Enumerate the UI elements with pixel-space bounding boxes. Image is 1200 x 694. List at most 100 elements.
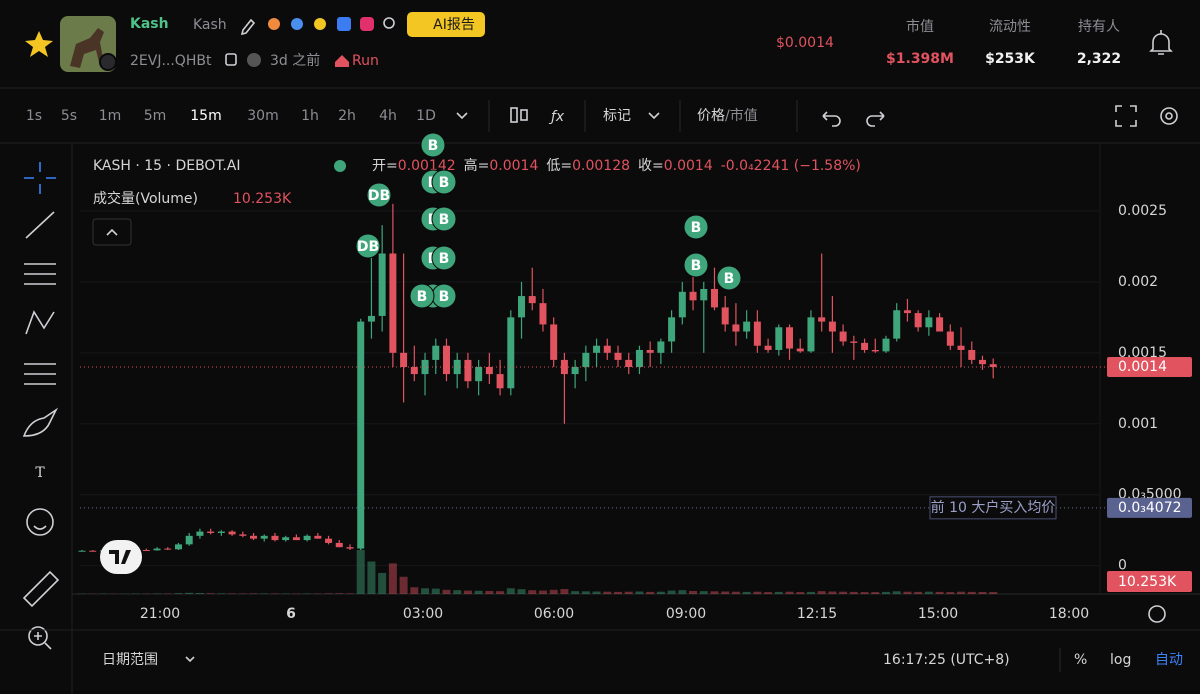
prediction-tool[interactable] bbox=[24, 363, 56, 385]
candle-body bbox=[453, 359, 461, 375]
interval-button[interactable]: 1h bbox=[301, 108, 319, 124]
copy-icon[interactable] bbox=[225, 53, 237, 66]
volume-bar bbox=[174, 593, 183, 594]
candle-body bbox=[496, 374, 504, 389]
volume-bar bbox=[699, 591, 708, 594]
indicator-icon[interactable]: ƒx bbox=[548, 109, 565, 125]
fib-tool[interactable] bbox=[24, 263, 56, 285]
volume-bar bbox=[742, 591, 751, 594]
settings-icon[interactable] bbox=[1165, 112, 1173, 120]
ai-report-label[interactable]: AI报告 bbox=[433, 17, 475, 33]
candle-body bbox=[678, 291, 686, 318]
social-icon[interactable] bbox=[314, 18, 326, 30]
trade-marker[interactable] bbox=[431, 245, 457, 271]
interval-button[interactable]: 5m bbox=[144, 108, 167, 124]
interval-button[interactable]: 5s bbox=[61, 108, 77, 124]
social-icon[interactable] bbox=[268, 18, 280, 30]
pattern-tool[interactable] bbox=[25, 310, 55, 335]
website-icon[interactable] bbox=[337, 17, 351, 31]
candle-body bbox=[174, 544, 182, 550]
instagram-icon[interactable] bbox=[360, 17, 374, 31]
volume-title: 成交量(Volume) bbox=[93, 190, 198, 207]
candle-body bbox=[871, 349, 879, 352]
tradingview-logo[interactable] bbox=[100, 540, 142, 574]
percent-toggle[interactable]: % bbox=[1074, 652, 1087, 668]
settings-icon[interactable] bbox=[1160, 107, 1178, 125]
auto-toggle[interactable]: 自动 bbox=[1155, 652, 1183, 668]
ruler-tool[interactable] bbox=[22, 570, 60, 608]
collapse-icon[interactable] bbox=[106, 228, 118, 236]
trendline-tool[interactable] bbox=[25, 211, 55, 239]
search-icon[interactable] bbox=[383, 17, 395, 29]
avg-label: 0.0₃4072 bbox=[1118, 500, 1182, 516]
trade-marker[interactable] bbox=[683, 252, 709, 278]
volume-bar bbox=[549, 589, 558, 594]
trade-marker[interactable] bbox=[409, 283, 435, 309]
trade-marker[interactable] bbox=[683, 214, 709, 240]
y-tick-label: 0.002 bbox=[1118, 274, 1158, 290]
axis-settings-icon[interactable] bbox=[1148, 605, 1166, 623]
zoom-tool[interactable] bbox=[28, 626, 48, 646]
trade-marker[interactable] bbox=[431, 169, 457, 195]
candle-body bbox=[507, 317, 515, 389]
stat-label: 持有人 bbox=[1078, 19, 1120, 35]
date-range[interactable]: 日期范围 bbox=[102, 651, 158, 668]
trade-marker[interactable] bbox=[431, 206, 457, 232]
candle-body bbox=[89, 550, 97, 552]
interval-button[interactable]: 1m bbox=[99, 108, 122, 124]
crosshair-tool[interactable] bbox=[24, 162, 56, 194]
volume-badge bbox=[1107, 571, 1192, 592]
trade-marker[interactable] bbox=[420, 132, 446, 158]
candle-body bbox=[668, 317, 676, 342]
chart-type-icon[interactable] bbox=[520, 109, 528, 121]
interval-button[interactable]: 30m bbox=[247, 108, 278, 124]
candle-body bbox=[721, 307, 729, 325]
interval-dropdown[interactable] bbox=[456, 112, 468, 120]
volume-bar bbox=[678, 590, 687, 594]
favorite-star[interactable] bbox=[25, 31, 53, 57]
emoji-tool[interactable] bbox=[26, 508, 54, 536]
candle-body bbox=[153, 548, 161, 551]
volume-bar bbox=[614, 591, 622, 594]
candle-body bbox=[292, 537, 300, 541]
date-range-caret[interactable] bbox=[185, 656, 195, 663]
text-tool[interactable]: T bbox=[35, 465, 45, 481]
interval-button[interactable]: 2h bbox=[338, 108, 356, 124]
marks-dropdown[interactable] bbox=[648, 112, 660, 120]
ai-report-button[interactable] bbox=[407, 12, 485, 37]
candle-body bbox=[582, 352, 590, 367]
emoji-tool[interactable] bbox=[33, 525, 47, 530]
interval-button[interactable]: 1s bbox=[26, 108, 42, 124]
trade-marker-label: B bbox=[417, 289, 428, 305]
alert-icon[interactable] bbox=[1149, 33, 1173, 55]
social-icon[interactable] bbox=[291, 18, 303, 30]
trade-marker[interactable] bbox=[355, 233, 381, 259]
redo-icon[interactable] bbox=[866, 111, 885, 127]
log-toggle[interactable]: log bbox=[1110, 652, 1131, 668]
tradingview-logo[interactable] bbox=[109, 550, 131, 564]
edit-icon[interactable] bbox=[240, 18, 256, 36]
interval-button[interactable]: 1D bbox=[416, 108, 436, 124]
platform-icon bbox=[247, 53, 261, 67]
volume-bar bbox=[817, 591, 826, 594]
marks-menu[interactable]: 标记 bbox=[603, 108, 631, 124]
undo-icon[interactable] bbox=[822, 111, 841, 127]
collapse-button[interactable] bbox=[92, 218, 132, 246]
trade-marker-label: B bbox=[724, 271, 735, 287]
candle-body bbox=[903, 310, 911, 314]
price-toggle[interactable]: 价格/市值 bbox=[697, 107, 758, 124]
interval-button[interactable]: 15m bbox=[190, 108, 221, 124]
volume-bar bbox=[378, 572, 387, 594]
trade-marker[interactable] bbox=[716, 265, 742, 291]
candle-body bbox=[303, 535, 311, 541]
stat-label: 市值 bbox=[906, 18, 934, 35]
zoom-tool[interactable] bbox=[34, 632, 52, 650]
volume-bar bbox=[796, 592, 805, 594]
fullscreen-icon[interactable] bbox=[1115, 105, 1137, 127]
chart-type-icon[interactable] bbox=[510, 107, 518, 123]
volume-bar bbox=[624, 591, 633, 594]
trade-marker[interactable] bbox=[366, 182, 392, 208]
candle-body bbox=[196, 531, 204, 536]
brush-tool[interactable] bbox=[22, 407, 59, 437]
interval-button[interactable]: 4h bbox=[379, 108, 397, 124]
